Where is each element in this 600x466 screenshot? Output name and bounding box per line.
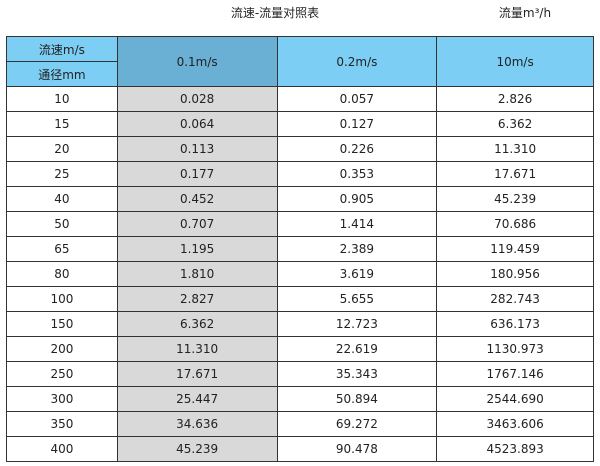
velocity-header: 流速m/s	[6, 36, 118, 62]
flow-cell: 11.310	[116, 336, 278, 362]
flow-cell: 0.177	[116, 161, 278, 187]
flow-cell: 90.478	[276, 436, 438, 462]
table-row: 25 0.177 0.353 17.671	[6, 161, 594, 187]
diameter-cell: 300	[6, 386, 118, 412]
diameter-cell: 350	[6, 411, 118, 437]
flow-cell: 6.362	[436, 111, 594, 137]
flow-cell: 50.894	[276, 386, 438, 412]
flow-cell: 0.707	[116, 211, 278, 237]
flow-cell: 1.414	[276, 211, 438, 237]
flow-cell: 282.743	[436, 286, 594, 312]
flow-cell: 3.619	[276, 261, 438, 287]
diameter-cell: 15	[6, 111, 118, 137]
flow-cell: 70.686	[436, 211, 594, 237]
flow-cell: 119.459	[436, 236, 594, 262]
table-row: 100 2.827 5.655 282.743	[6, 286, 594, 312]
unit-label: 流量m³/h	[498, 6, 552, 20]
flow-cell: 1.810	[116, 261, 278, 287]
flow-cell: 0.113	[116, 136, 278, 162]
flow-cell: 2.827	[116, 286, 278, 312]
table-title: 流速-流量对照表	[230, 6, 320, 20]
flow-cell: 12.723	[276, 311, 438, 337]
flow-cell: 45.239	[436, 186, 594, 212]
flow-table: 流速m/s 0.1m/s 0.2m/s 10m/s 通径mm 10 0.028 0.…	[6, 36, 594, 462]
flow-cell: 17.671	[116, 361, 278, 387]
flow-cell: 45.239	[116, 436, 278, 462]
diameter-cell: 20	[6, 136, 118, 162]
diameter-cell: 250	[6, 361, 118, 387]
table-row: 150 6.362 12.723 636.173	[6, 311, 594, 337]
table-row: 20 0.113 0.226 11.310	[6, 136, 594, 162]
flow-cell: 2.389	[276, 236, 438, 262]
diameter-cell: 400	[6, 436, 118, 462]
flow-cell: 0.353	[276, 161, 438, 187]
diameter-cell: 200	[6, 336, 118, 362]
table-row: 65 1.195 2.389 119.459	[6, 236, 594, 262]
flow-cell: 0.452	[116, 186, 278, 212]
flow-cell: 6.362	[116, 311, 278, 337]
diameter-cell: 50	[6, 211, 118, 237]
flow-cell: 0.028	[116, 86, 278, 112]
diameter-cell: 40	[6, 186, 118, 212]
column-header: 10m/s	[436, 36, 594, 87]
diameter-header: 通径mm	[6, 61, 118, 87]
flow-cell: 4523.893	[436, 436, 594, 462]
table-row: 80 1.810 3.619 180.956	[6, 261, 594, 287]
flow-cell: 3463.606	[436, 411, 594, 437]
flow-cell: 0.226	[276, 136, 438, 162]
column-header: 0.1m/s	[116, 36, 278, 87]
table-row: 350 34.636 69.272 3463.606	[6, 411, 594, 437]
flow-cell: 636.173	[436, 311, 594, 337]
table-row: 300 25.447 50.894 2544.690	[6, 386, 594, 412]
diameter-cell: 80	[6, 261, 118, 287]
diameter-cell: 100	[6, 286, 118, 312]
table-row: 40 0.452 0.905 45.239	[6, 186, 594, 212]
flow-cell: 69.272	[276, 411, 438, 437]
table-row: 10 0.028 0.057 2.826	[6, 86, 594, 112]
diameter-cell: 150	[6, 311, 118, 337]
flow-cell: 0.905	[276, 186, 438, 212]
table-row: 50 0.707 1.414 70.686	[6, 211, 594, 237]
flow-cell: 0.057	[276, 86, 438, 112]
flow-cell: 2544.690	[436, 386, 594, 412]
table-row: 400 45.239 90.478 4523.893	[6, 436, 594, 462]
flow-cell: 5.655	[276, 286, 438, 312]
flow-cell: 35.343	[276, 361, 438, 387]
flow-cell: 0.064	[116, 111, 278, 137]
flow-cell: 2.826	[436, 86, 594, 112]
flow-cell: 22.619	[276, 336, 438, 362]
table-row: 250 17.671 35.343 1767.146	[6, 361, 594, 387]
flow-cell: 1.195	[116, 236, 278, 262]
table-row: 15 0.064 0.127 6.362	[6, 111, 594, 137]
flow-cell: 1130.973	[436, 336, 594, 362]
diameter-cell: 25	[6, 161, 118, 187]
flow-cell: 34.636	[116, 411, 278, 437]
diameter-cell: 65	[6, 236, 118, 262]
flow-cell: 25.447	[116, 386, 278, 412]
flow-cell: 17.671	[436, 161, 594, 187]
diameter-cell: 10	[6, 86, 118, 112]
flow-cell: 11.310	[436, 136, 594, 162]
table-row: 200 11.310 22.619 1130.973	[6, 336, 594, 362]
flow-cell: 0.127	[276, 111, 438, 137]
column-header: 0.2m/s	[276, 36, 438, 87]
flow-cell: 1767.146	[436, 361, 594, 387]
flow-cell: 180.956	[436, 261, 594, 287]
